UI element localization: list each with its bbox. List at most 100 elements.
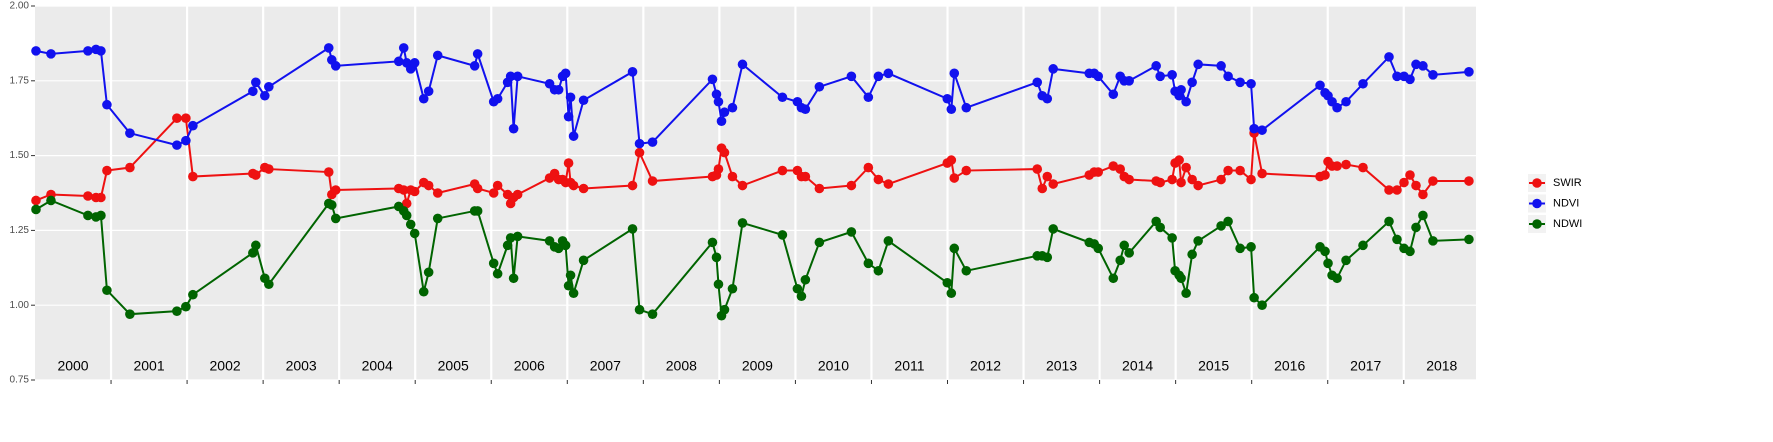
data-point: [800, 171, 811, 182]
data-point: [188, 289, 198, 300]
data-point: [1428, 236, 1438, 246]
year-label: 2011: [894, 358, 924, 374]
data-point: [560, 68, 571, 79]
data-point: [251, 170, 261, 180]
data-point: [711, 89, 722, 100]
year-label: 2006: [514, 358, 545, 374]
data-point: [946, 288, 957, 299]
data-point: [83, 210, 93, 221]
data-point: [846, 71, 857, 82]
data-point: [1119, 240, 1130, 251]
data-point: [627, 224, 638, 234]
data-point: [578, 95, 589, 106]
data-point: [409, 58, 420, 68]
data-point: [719, 147, 730, 158]
year-label: 2010: [818, 358, 849, 374]
data-point: [31, 204, 41, 215]
data-point: [563, 158, 574, 168]
data-point: [1151, 61, 1161, 71]
data-point: [1155, 222, 1165, 233]
data-point: [1167, 174, 1177, 185]
data-point: [634, 138, 645, 149]
data-point: [873, 174, 884, 185]
year-label: 2015: [1198, 358, 1229, 374]
data-point: [814, 237, 825, 248]
data-point: [492, 180, 503, 191]
data-point: [326, 200, 337, 210]
data-point: [46, 195, 56, 206]
year-label: 2018: [1426, 358, 1457, 374]
data-point: [1048, 64, 1059, 74]
data-point: [883, 179, 894, 189]
data-point: [1418, 61, 1428, 71]
legend-label: NDVI: [1553, 197, 1579, 209]
data-point: [1341, 159, 1351, 170]
data-point: [432, 213, 443, 224]
data-point: [719, 107, 730, 118]
data-point: [1216, 174, 1226, 185]
data-point: [946, 155, 957, 165]
data-point: [647, 137, 658, 147]
data-point: [188, 120, 198, 131]
data-point: [172, 306, 182, 316]
data-point: [814, 81, 825, 92]
data-point: [1392, 185, 1402, 195]
data-point: [1032, 77, 1043, 88]
data-point: [1048, 224, 1059, 234]
data-point: [83, 191, 93, 201]
data-point: [1405, 170, 1415, 180]
data-point: [418, 93, 429, 104]
data-point: [1193, 59, 1203, 70]
data-point: [796, 291, 807, 302]
data-point: [1341, 96, 1351, 107]
legend-marker: [1532, 219, 1542, 229]
data-point: [942, 277, 953, 288]
data-point: [102, 99, 112, 110]
legend-label: SWIR: [1553, 177, 1582, 189]
data-point: [961, 265, 972, 276]
data-point: [713, 164, 724, 174]
data-point: [800, 274, 811, 285]
data-point: [1411, 222, 1421, 233]
data-point: [1155, 177, 1165, 188]
legend-marker: [1532, 178, 1542, 188]
data-point: [737, 180, 748, 191]
data-point: [512, 71, 523, 82]
data-point: [96, 46, 106, 56]
year-label: 2004: [362, 358, 393, 374]
data-point: [553, 84, 564, 95]
data-point: [1176, 273, 1186, 284]
data-point: [1216, 221, 1226, 231]
data-point: [949, 243, 960, 254]
year-label: 2005: [438, 358, 469, 374]
data-point: [1193, 180, 1203, 191]
data-point: [502, 240, 513, 251]
year-label: 2017: [1350, 358, 1381, 374]
data-point: [1332, 273, 1342, 284]
data-point: [1392, 234, 1402, 245]
data-point: [251, 77, 261, 88]
data-point: [181, 135, 191, 146]
y-tick-label: 1.50: [10, 150, 30, 161]
data-point: [1399, 177, 1409, 188]
data-point: [1115, 255, 1125, 266]
data-point: [512, 231, 523, 242]
data-point: [398, 185, 409, 195]
year-label: 2001: [133, 358, 164, 374]
data-point: [1124, 76, 1134, 86]
data-point: [1246, 174, 1256, 185]
data-point: [707, 74, 718, 85]
data-point: [949, 173, 960, 183]
data-point: [1093, 243, 1104, 254]
data-point: [634, 147, 645, 158]
data-point: [1257, 125, 1267, 135]
data-point: [846, 180, 857, 191]
data-point: [800, 104, 811, 115]
data-point: [1249, 123, 1259, 134]
data-point: [251, 240, 261, 251]
data-point: [418, 286, 429, 297]
data-point: [565, 92, 576, 103]
year-label: 2003: [286, 358, 317, 374]
data-point: [1235, 243, 1245, 254]
data-point: [323, 167, 334, 177]
